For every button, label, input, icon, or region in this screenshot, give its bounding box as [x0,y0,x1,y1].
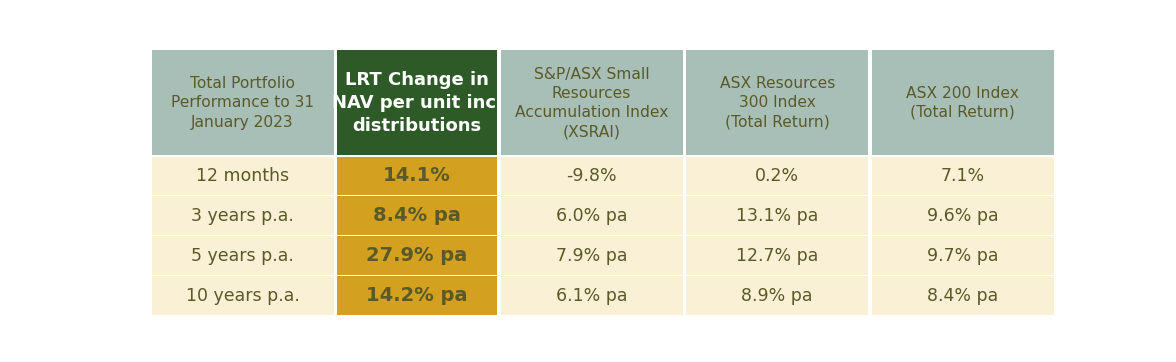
Text: 12 months: 12 months [196,167,289,185]
Text: 9.7% pa: 9.7% pa [927,247,998,265]
Bar [501,50,682,155]
Text: 5 years p.a.: 5 years p.a. [192,247,294,265]
Bar [152,50,334,155]
Bar [687,276,868,315]
Text: LRT Change in
NAV per unit incl
distributions: LRT Change in NAV per unit incl distribu… [332,71,502,135]
Text: 12.7% pa: 12.7% pa [736,247,818,265]
Bar [152,236,334,275]
Text: 8.4% pa: 8.4% pa [373,206,461,226]
Text: 14.1%: 14.1% [383,167,450,185]
Bar [501,276,682,315]
Text: 9.6% pa: 9.6% pa [927,207,998,225]
Text: Total Portfolio
Performance to 31
January 2023: Total Portfolio Performance to 31 Januar… [171,76,314,130]
Text: -9.8%: -9.8% [567,167,617,185]
Bar [687,236,868,275]
Text: 7.1%: 7.1% [941,167,985,185]
Text: 3 years p.a.: 3 years p.a. [192,207,294,225]
Bar [152,276,334,315]
Text: 10 years p.a.: 10 years p.a. [186,287,300,305]
Bar [871,236,1054,275]
Text: 6.1% pa: 6.1% pa [556,287,627,305]
Bar [687,50,868,155]
Text: 13.1% pa: 13.1% pa [736,207,818,225]
Text: ASX Resources
300 Index
(Total Return): ASX Resources 300 Index (Total Return) [720,76,835,130]
Bar [871,276,1054,315]
Bar [501,236,682,275]
Text: S&P/ASX Small
Resources
Accumulation Index
(XSRAI): S&P/ASX Small Resources Accumulation Ind… [515,67,668,139]
Bar [501,197,682,235]
Bar [687,197,868,235]
Bar [687,156,868,195]
Bar [871,197,1054,235]
Bar [871,156,1054,195]
Text: 8.9% pa: 8.9% pa [742,287,813,305]
Bar [501,156,682,195]
Text: 14.2% pa: 14.2% pa [367,286,468,305]
Bar [871,50,1054,155]
Bar [338,50,497,155]
Bar [338,197,497,235]
Text: 7.9% pa: 7.9% pa [556,247,627,265]
Bar [338,276,497,315]
Text: 8.4% pa: 8.4% pa [927,287,998,305]
Bar [152,156,334,195]
Text: 6.0% pa: 6.0% pa [556,207,627,225]
Bar [152,197,334,235]
Text: 27.9% pa: 27.9% pa [367,246,468,265]
Text: ASX 200 Index
(Total Return): ASX 200 Index (Total Return) [907,86,1020,120]
Text: 0.2%: 0.2% [755,167,800,185]
Bar [338,156,497,195]
Bar [338,236,497,275]
